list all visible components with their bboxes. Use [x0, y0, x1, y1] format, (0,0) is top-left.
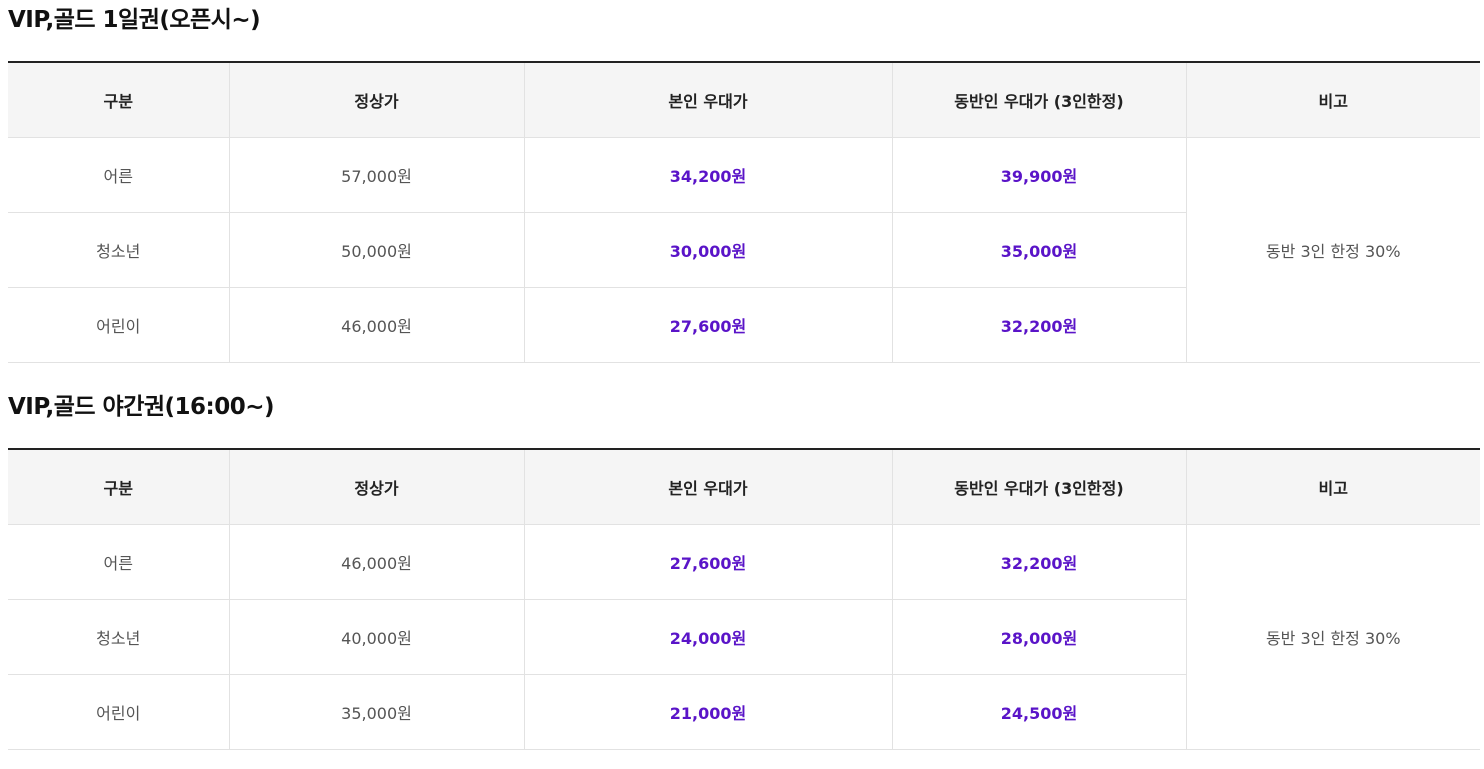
self-discount-cell: 21,000원: [523, 674, 892, 750]
header-self-discount: 본인 우대가: [523, 449, 892, 525]
self-discount-cell: 27,600원: [523, 524, 892, 600]
header-regular-price: 정상가: [228, 449, 524, 525]
price-section-day-pass: VIP,골드 1일권(오픈시~) 구분 정상가 본인 우대가 동반인 우대가 (…: [8, 0, 1480, 363]
companion-discount-cell: 24,500원: [891, 674, 1186, 750]
table-row: 청소년 40,000원 24,000원 28,000원: [8, 599, 1480, 675]
section-title: VIP,골드 야간권(16:00~): [8, 394, 275, 420]
header-companion-discount: 동반인 우대가 (3인한정): [891, 449, 1186, 525]
companion-discount-cell: 32,200원: [891, 524, 1186, 600]
category-cell: 청소년: [8, 599, 229, 675]
header-note: 비고: [1185, 449, 1480, 525]
price-section-night-pass: VIP,골드 야간권(16:00~) 구분 정상가 본인 우대가 동반인 우대가…: [8, 387, 1480, 750]
self-discount-cell: 27,600원: [523, 287, 892, 363]
header-regular-price: 정상가: [228, 62, 524, 138]
header-note: 비고: [1185, 62, 1480, 138]
table-header-row: 구분 정상가 본인 우대가 동반인 우대가 (3인한정) 비고: [8, 449, 1480, 525]
header-self-discount: 본인 우대가: [523, 62, 892, 138]
table-row: 청소년 50,000원 30,000원 35,000원: [8, 212, 1480, 288]
section-title: VIP,골드 1일권(오픈시~): [8, 7, 261, 33]
companion-discount-cell: 39,900원: [891, 137, 1186, 213]
category-cell: 어린이: [8, 674, 229, 750]
regular-price-cell: 46,000원: [228, 524, 524, 600]
category-cell: 어른: [8, 524, 229, 600]
category-cell: 어른: [8, 137, 229, 213]
price-table: 구분 정상가 본인 우대가 동반인 우대가 (3인한정) 비고 어른 57,00…: [8, 61, 1480, 363]
regular-price-cell: 40,000원: [228, 599, 524, 675]
regular-price-cell: 57,000원: [228, 137, 524, 213]
note-cell: 동반 3인 한정 30%: [1185, 137, 1480, 363]
table-row: 어린이 35,000원 21,000원 24,500원: [8, 674, 1480, 750]
note-cell: 동반 3인 한정 30%: [1185, 524, 1480, 750]
regular-price-cell: 50,000원: [228, 212, 524, 288]
table-row: 어른 57,000원 34,200원 39,900원 동반 3인 한정 30%: [8, 137, 1480, 363]
table-header-row: 구분 정상가 본인 우대가 동반인 우대가 (3인한정) 비고: [8, 62, 1480, 138]
companion-discount-cell: 35,000원: [891, 212, 1186, 288]
table-row: 어른 46,000원 27,600원 32,200원 동반 3인 한정 30%: [8, 524, 1480, 750]
header-companion-discount: 동반인 우대가 (3인한정): [891, 62, 1186, 138]
companion-discount-cell: 28,000원: [891, 599, 1186, 675]
self-discount-cell: 34,200원: [523, 137, 892, 213]
table-row: 어린이 46,000원 27,600원 32,200원: [8, 287, 1480, 363]
category-cell: 청소년: [8, 212, 229, 288]
price-table: 구분 정상가 본인 우대가 동반인 우대가 (3인한정) 비고 어른 46,00…: [8, 448, 1480, 750]
header-category: 구분: [8, 62, 229, 138]
companion-discount-cell: 32,200원: [891, 287, 1186, 363]
self-discount-cell: 24,000원: [523, 599, 892, 675]
header-category: 구분: [8, 449, 229, 525]
regular-price-cell: 46,000원: [228, 287, 524, 363]
regular-price-cell: 35,000원: [228, 674, 524, 750]
category-cell: 어린이: [8, 287, 229, 363]
self-discount-cell: 30,000원: [523, 212, 892, 288]
